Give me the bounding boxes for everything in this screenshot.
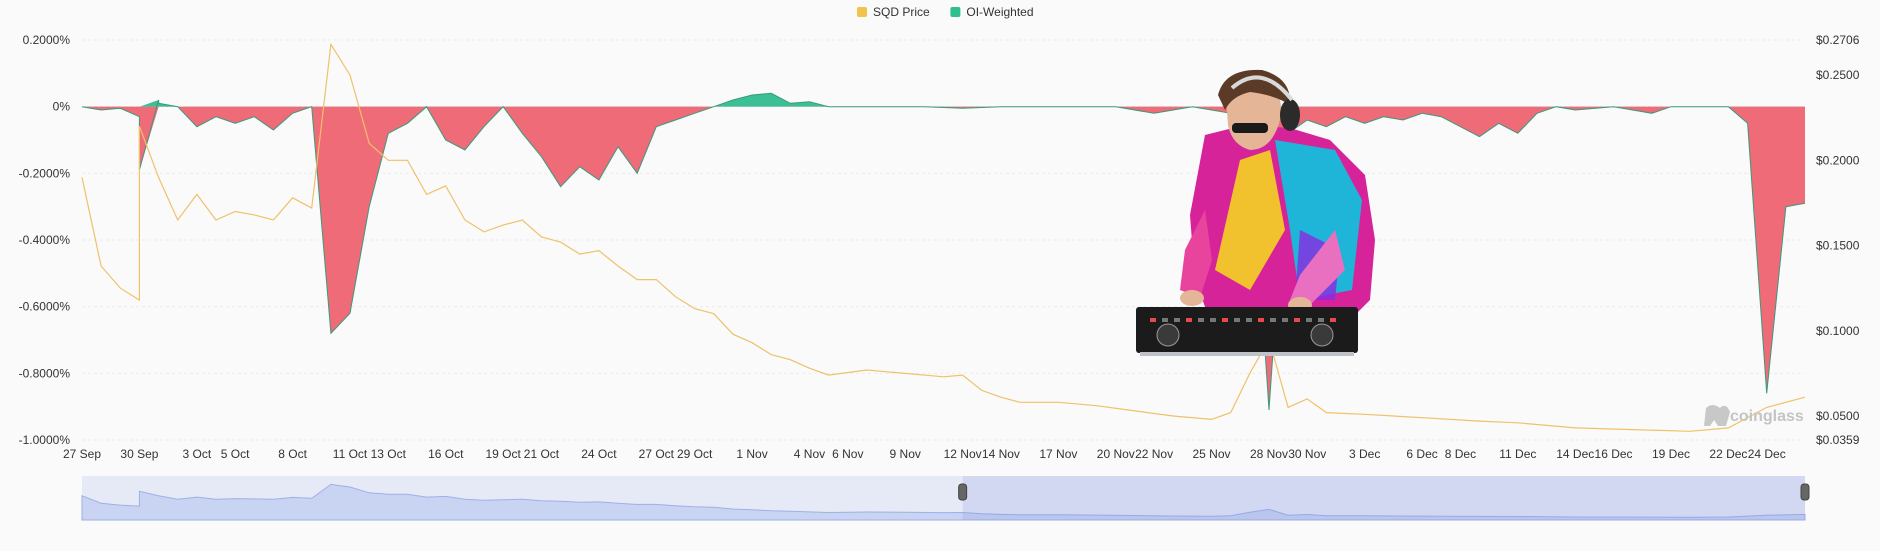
price-line [81, 42, 1806, 432]
dj-illustration [1136, 69, 1375, 356]
right-tick-label: $0.0500 [1816, 409, 1860, 423]
x-tick-label: 27 Oct [639, 447, 675, 461]
x-tick-label: 30 Sep [120, 447, 158, 461]
oi-negative-area [82, 106, 1805, 411]
x-tick-label: 3 Oct [183, 447, 212, 461]
x-tick-label: 6 Nov [832, 447, 863, 461]
dj-mixer-button [1162, 318, 1168, 322]
x-tick-label: 28 Nov [1250, 447, 1288, 461]
dj-mixer-button [1186, 318, 1192, 322]
right-tick-label: $0.1500 [1816, 239, 1860, 253]
x-tick-label: 30 Nov [1288, 447, 1326, 461]
dj-mixer-button [1294, 318, 1300, 322]
navigator-handle[interactable] [958, 483, 968, 501]
left-tick-label: -0.2000% [19, 166, 71, 180]
dj-mixer-button [1258, 318, 1264, 322]
x-tick-label: 21 Oct [524, 447, 560, 461]
x-tick-label: 27 Sep [63, 447, 101, 461]
legend-label: SQD Price [873, 5, 930, 19]
navigator-handle[interactable] [1800, 483, 1810, 501]
x-tick-label: 16 Oct [428, 447, 464, 461]
x-tick-label: 22 Nov [1135, 447, 1173, 461]
coinglass-watermark: coinglass [1704, 405, 1804, 426]
dj-right-arm [1290, 230, 1345, 305]
coinglass-logo-icon [1704, 405, 1730, 426]
x-tick-label: 11 Dec [1499, 447, 1536, 461]
x-tick-label: 6 Dec [1406, 447, 1437, 461]
sqd-price-series [81, 42, 1806, 432]
left-tick-label: -0.8000% [19, 366, 71, 380]
oi-line [81, 92, 1806, 411]
legend-swatch [950, 7, 961, 17]
dj-mixer-button [1222, 318, 1228, 322]
x-tick-label: 12 Nov [944, 447, 982, 461]
dj-left-arm [1180, 210, 1212, 298]
right-tick-label: $0.0359 [1816, 433, 1860, 447]
dj-mixer-button [1150, 318, 1156, 322]
x-tick-label: 22 Dec [1709, 447, 1747, 461]
oi-positive-area [82, 93, 1805, 107]
right-tick-label: $0.2000 [1816, 153, 1860, 167]
dj-mixer-button [1318, 318, 1324, 322]
x-tick-label: 4 Nov [794, 447, 825, 461]
x-tick-label: 13 Oct [371, 447, 407, 461]
x-tick-label: 3 Dec [1349, 447, 1380, 461]
dj-jog-wheel [1156, 323, 1180, 347]
dj-jog-wheel [1310, 323, 1334, 347]
right-tick-label: $0.2706 [1816, 33, 1860, 47]
x-tick-label: 17 Nov [1039, 447, 1077, 461]
x-tick-label: 29 Oct [677, 447, 713, 461]
dj-mixer-button [1174, 318, 1180, 322]
right-y-axis: $0.2706 $0.2500 $0.2000 $0.1500 $0.1000 $0.05… [1816, 33, 1860, 447]
navigator[interactable] [81, 476, 1810, 521]
x-tick-label: 9 Nov [890, 447, 921, 461]
x-tick-label: 14 Dec [1556, 447, 1594, 461]
oi-weighted-series [81, 92, 1806, 411]
dj-mixer-button [1246, 318, 1252, 322]
legend-label: OI-Weighted [966, 5, 1033, 19]
left-y-axis: 0.2000% 0% -0.2000% -0.4000% -0.6000% -0.8000… [19, 33, 71, 447]
left-tick-label: 0.2000% [23, 33, 71, 47]
left-tick-label: -1.0000% [19, 433, 71, 447]
x-tick-label: 1 Nov [736, 447, 767, 461]
x-tick-label: 16 Dec [1595, 447, 1633, 461]
x-tick-label: 11 Oct [333, 447, 368, 461]
x-tick-label: 8 Oct [278, 447, 307, 461]
left-tick-label: -0.6000% [19, 300, 71, 314]
legend-swatch [857, 7, 867, 17]
x-tick-label: 5 Oct [221, 447, 250, 461]
x-tick-label: 24 Dec [1748, 447, 1786, 461]
x-tick-label: 20 Nov [1097, 447, 1135, 461]
dj-headphones [1280, 99, 1300, 131]
x-tick-label: 8 Dec [1445, 447, 1476, 461]
dj-mixer-button [1234, 318, 1240, 322]
dj-mixer-button [1282, 318, 1288, 322]
dj-jacket-yellow [1215, 150, 1285, 290]
x-axis: 27 Sep 30 Sep 3 Oct 5 Oct 8 Oct 11 Oct 13 Oct 1… [63, 447, 1786, 461]
dj-mixer-button [1210, 318, 1216, 322]
dj-left-hand [1180, 290, 1204, 306]
navigator-selection [962, 476, 1805, 520]
x-tick-label: 19 Dec [1652, 447, 1690, 461]
x-tick-label: 25 Nov [1193, 447, 1231, 461]
dj-mixer-button [1330, 318, 1336, 322]
right-tick-label: $0.2500 [1816, 68, 1860, 82]
dj-mixer-button [1270, 318, 1276, 322]
navigator-area [81, 483, 1806, 521]
left-tick-label: -0.4000% [19, 233, 71, 247]
dj-mixer-button [1198, 318, 1204, 322]
coinglass-watermark-text: coinglass [1730, 408, 1804, 425]
x-tick-label: 19 Oct [485, 447, 521, 461]
dj-headphone-band [1230, 75, 1294, 102]
dj-sunglasses [1232, 123, 1268, 133]
x-tick-label: 24 Oct [581, 447, 617, 461]
dj-mixer-base [1140, 352, 1354, 356]
x-tick-label: 14 Nov [982, 447, 1020, 461]
dj-mixer-button [1306, 318, 1312, 322]
left-tick-label: 0% [53, 100, 71, 114]
legend: SQD Price OI-Weighted [857, 5, 1034, 19]
right-tick-label: $0.1000 [1816, 324, 1860, 338]
